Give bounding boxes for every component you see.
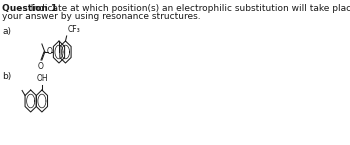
Text: . Indicate at which position(s) an electrophilic substitution will take place an: . Indicate at which position(s) an elect…	[25, 4, 350, 13]
Text: O: O	[38, 62, 44, 71]
Text: O: O	[47, 48, 52, 57]
Text: OH: OH	[37, 74, 48, 83]
Text: b): b)	[2, 72, 12, 81]
Text: your answer by using resonance structures.: your answer by using resonance structure…	[2, 12, 201, 21]
Text: Question 1: Question 1	[2, 4, 58, 13]
Text: CF₃: CF₃	[67, 25, 80, 34]
Text: a): a)	[2, 27, 11, 36]
